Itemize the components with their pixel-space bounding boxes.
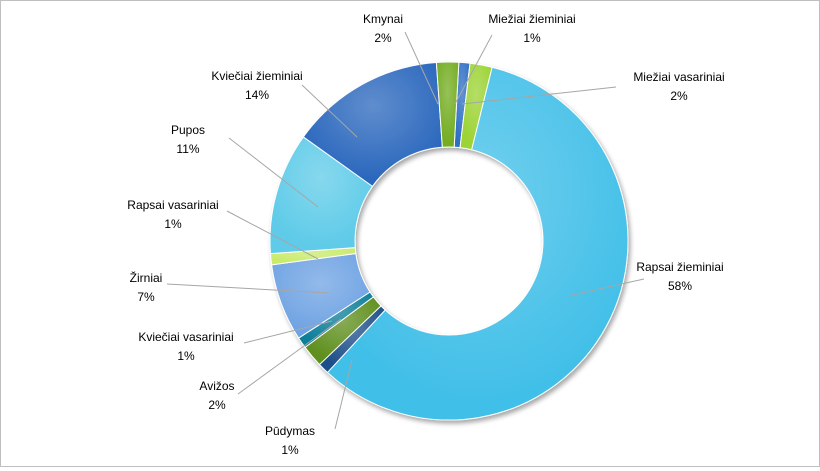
slice-highlight-2	[460, 63, 493, 150]
category-label-2: Miežiai vasariniai	[633, 70, 724, 84]
slice-highlight-9	[270, 136, 373, 254]
category-label-11: Kmynai	[363, 12, 403, 26]
leader-line-9	[228, 137, 319, 208]
slice-highlight-3	[327, 67, 629, 421]
value-label-11: 2%	[374, 31, 392, 45]
value-label-2: 2%	[670, 89, 688, 103]
value-label-8: 1%	[164, 217, 182, 231]
leader-line-11	[404, 31, 439, 105]
leader-line-5	[237, 318, 342, 395]
leader-line-2	[461, 86, 617, 105]
leader-line-4	[334, 359, 353, 430]
leader-line-7	[166, 283, 330, 294]
value-label-5: 2%	[208, 398, 226, 412]
leader-line-6	[243, 320, 333, 344]
slice-highlight-6	[298, 291, 374, 348]
category-label-8: Rapsai vasariniai	[127, 198, 218, 212]
slice-highlight-7	[271, 253, 371, 339]
slice-highlight-5	[305, 296, 381, 365]
category-label-7: Žirniai	[130, 270, 163, 285]
category-label-9: Pupos	[171, 123, 205, 137]
leader-line-8	[226, 210, 319, 260]
value-label-10: 14%	[245, 88, 269, 102]
category-label-3: Rapsai žieminiai	[636, 260, 723, 274]
leader-line-3	[567, 278, 645, 297]
value-label-6: 1%	[177, 349, 195, 363]
leader-line-1	[454, 34, 493, 105]
value-label-9: 11%	[176, 142, 199, 156]
slice-highlight-11	[436, 61, 459, 148]
value-label-7: 7%	[137, 290, 155, 304]
slice-highlight-4	[319, 305, 386, 373]
value-label-4: 1%	[281, 443, 299, 457]
category-label-4: Pūdymas	[265, 424, 315, 438]
slice-highlight-10	[303, 62, 443, 187]
value-label-1: 1%	[523, 31, 541, 45]
leader-line-10	[301, 84, 358, 138]
category-label-1: Miežiai žieminiai	[488, 12, 575, 26]
category-label-10: Kviečiai žieminiai	[211, 69, 302, 83]
value-label-3: 58%	[668, 279, 692, 293]
category-label-5: Avižos	[199, 379, 234, 393]
category-label-6: Kviečiai vasariniai	[138, 330, 233, 344]
